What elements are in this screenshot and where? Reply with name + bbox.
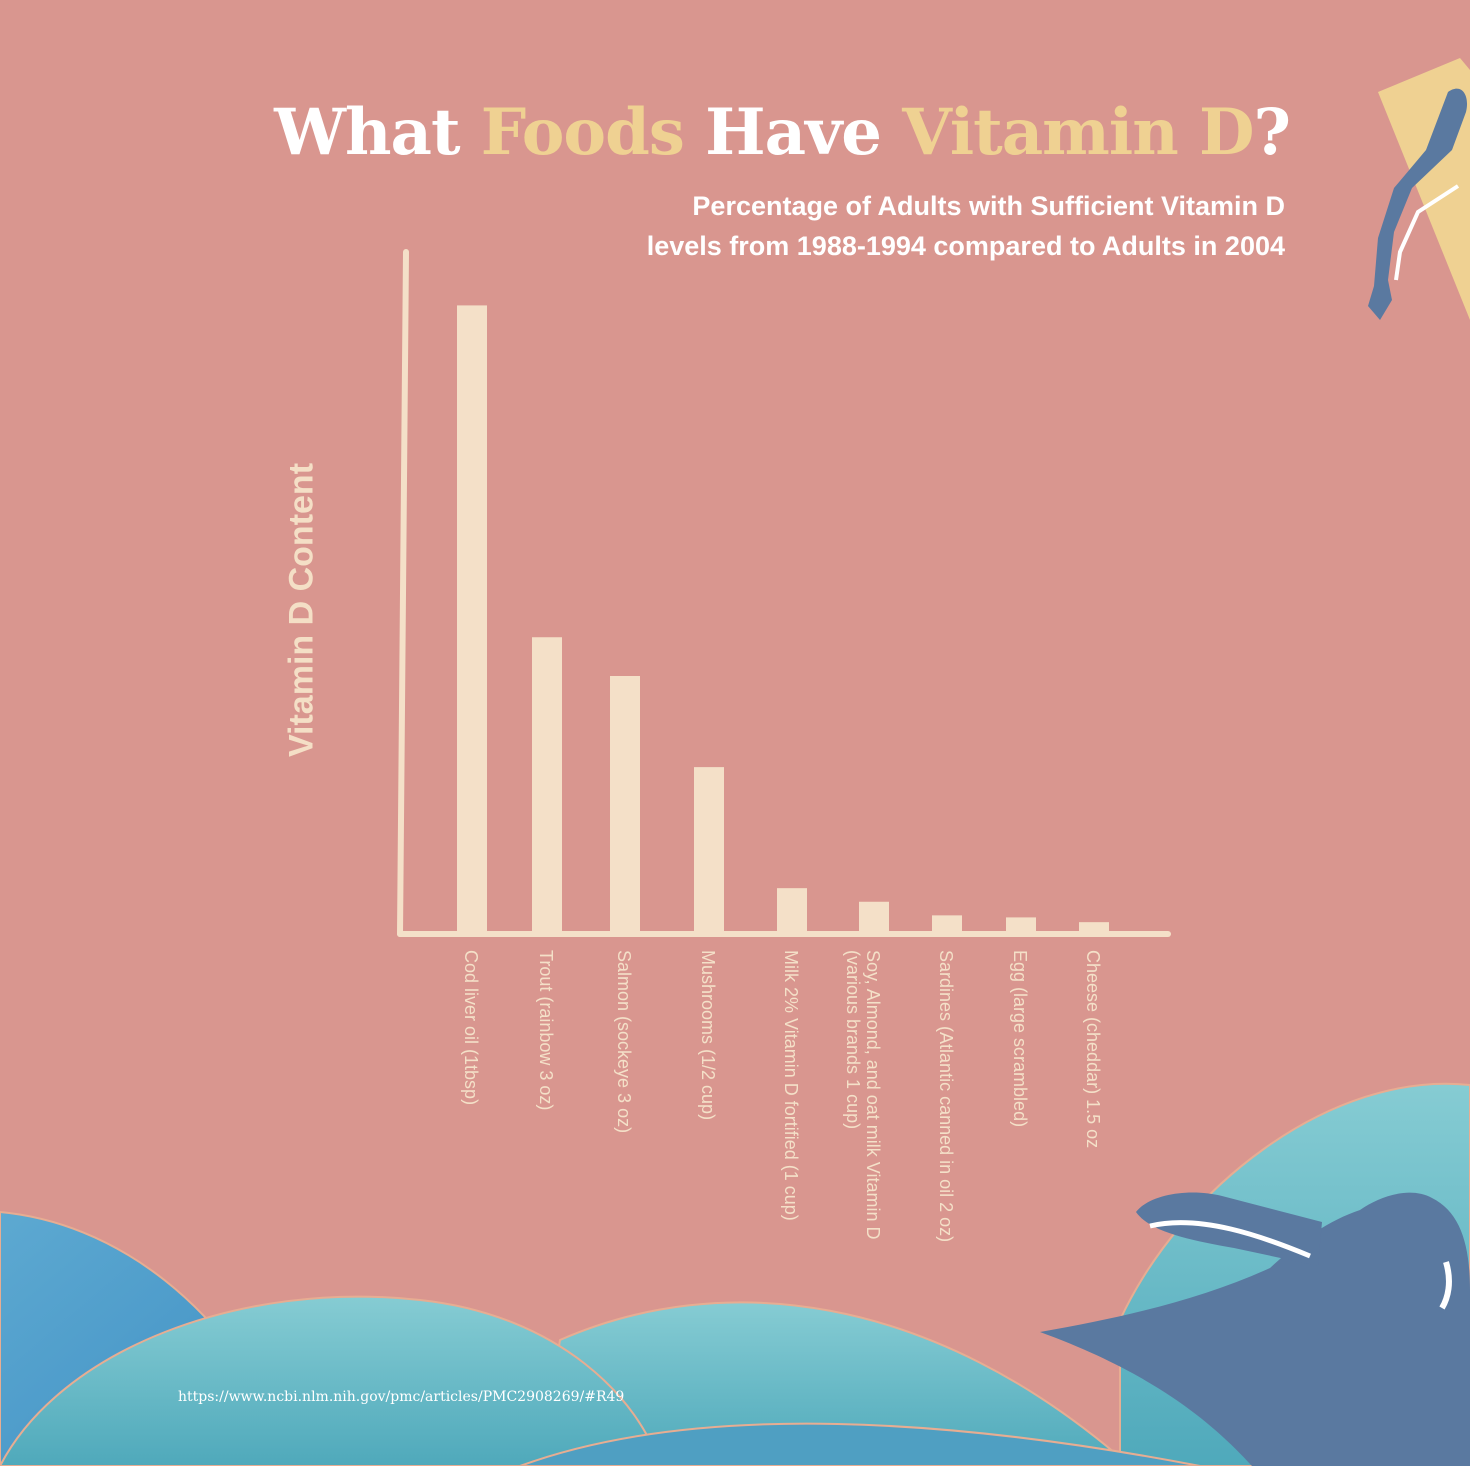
bar-chart: Cod liver oil (1tbsp) Trout (rainbow 3 oz… bbox=[397, 249, 1171, 1242]
source-link[interactable]: https://www.ncbi.nlm.nih.gov/pmc/article… bbox=[178, 1389, 625, 1405]
bar-2 bbox=[610, 676, 640, 931]
x-tick-label-6: Sardines (Atlantic canned in oil 2 oz) bbox=[936, 950, 956, 1242]
bar-8 bbox=[1079, 922, 1109, 931]
bar-6 bbox=[932, 915, 962, 931]
wave-middle bbox=[538, 1301, 1132, 1466]
chart-subtitle: Percentage of Adults with Sufficient Vit… bbox=[647, 186, 1285, 266]
x-tick-label-text: Cod liver oil (1tbsp) bbox=[461, 950, 481, 1105]
bar-1 bbox=[532, 637, 562, 931]
subtitle-line-1: Percentage of Adults with Sufficient Vit… bbox=[692, 191, 1285, 221]
x-tick-label-text: Soy, Almond, and oat milk Vitamin D bbox=[863, 950, 883, 1239]
x-tick-label-text: Trout (rainbow 3 oz) bbox=[536, 950, 556, 1110]
x-tick-label-text: Egg (large scrambled) bbox=[1010, 950, 1030, 1127]
bar-3 bbox=[694, 767, 724, 931]
swimmer-illustration bbox=[1040, 1192, 1470, 1466]
bar-0 bbox=[457, 305, 487, 931]
y-axis-label: Vitamin D Content bbox=[282, 462, 321, 758]
x-tick-label-text: Milk 2% Vitamin D fortified (1 cup) bbox=[781, 950, 801, 1221]
title-part-what: What bbox=[274, 95, 481, 170]
bar-group bbox=[457, 305, 1109, 931]
title-part-have: Have bbox=[683, 95, 903, 170]
title-part-foods: Foods bbox=[480, 95, 685, 170]
x-tick-label-2: Salmon (sockeye 3 oz) bbox=[614, 950, 634, 1133]
diver-illustration bbox=[1368, 58, 1470, 320]
diver-arm-figure bbox=[1368, 88, 1468, 320]
swimmer-back-highlight bbox=[1439, 1261, 1452, 1310]
x-tick-label-8: Cheese (cheddar) 1.5 oz bbox=[1083, 950, 1103, 1148]
x-tick-labels: Cod liver oil (1tbsp) Trout (rainbow 3 oz… bbox=[461, 950, 1103, 1242]
x-tick-label-5: Soy, Almond, and oat milk Vitamin D(vari… bbox=[843, 950, 883, 1239]
title-part-question: ? bbox=[1253, 95, 1291, 170]
x-tick-label-text: Mushrooms (1/2 cup) bbox=[698, 950, 718, 1120]
bar-5 bbox=[859, 901, 889, 931]
x-tick-label-text: (various brands 1 cup) bbox=[843, 950, 863, 1129]
wave-bottom bbox=[519, 1422, 1201, 1466]
x-tick-label-7: Egg (large scrambled) bbox=[1010, 950, 1030, 1127]
page-title: What Foods Have Vitamin D? bbox=[274, 95, 1291, 170]
bar-4 bbox=[777, 888, 807, 931]
x-tick-label-text: Sardines (Atlantic canned in oil 2 oz) bbox=[936, 950, 956, 1242]
y-axis-line bbox=[397, 249, 409, 937]
subtitle-line-2: levels from 1988-1994 compared to Adults… bbox=[646, 231, 1285, 261]
x-tick-label-1: Trout (rainbow 3 oz) bbox=[536, 950, 556, 1110]
x-tick-label-text: Cheese (cheddar) 1.5 oz bbox=[1083, 950, 1103, 1148]
swimmer-arm-highlight bbox=[1149, 1220, 1311, 1259]
x-tick-label-text: Salmon (sockeye 3 oz) bbox=[614, 950, 634, 1133]
swimmer-figure bbox=[1040, 1192, 1470, 1466]
x-tick-label-0: Cod liver oil (1tbsp) bbox=[461, 950, 481, 1105]
bar-7 bbox=[1006, 917, 1036, 931]
x-tick-label-4: Milk 2% Vitamin D fortified (1 cup) bbox=[781, 950, 801, 1221]
diver-arm-highlight bbox=[1394, 184, 1460, 281]
x-tick-label-3: Mushrooms (1/2 cup) bbox=[698, 950, 718, 1120]
title-part-vitamin-d: Vitamin D bbox=[902, 95, 1254, 170]
wave-left-teal bbox=[0, 1295, 662, 1466]
